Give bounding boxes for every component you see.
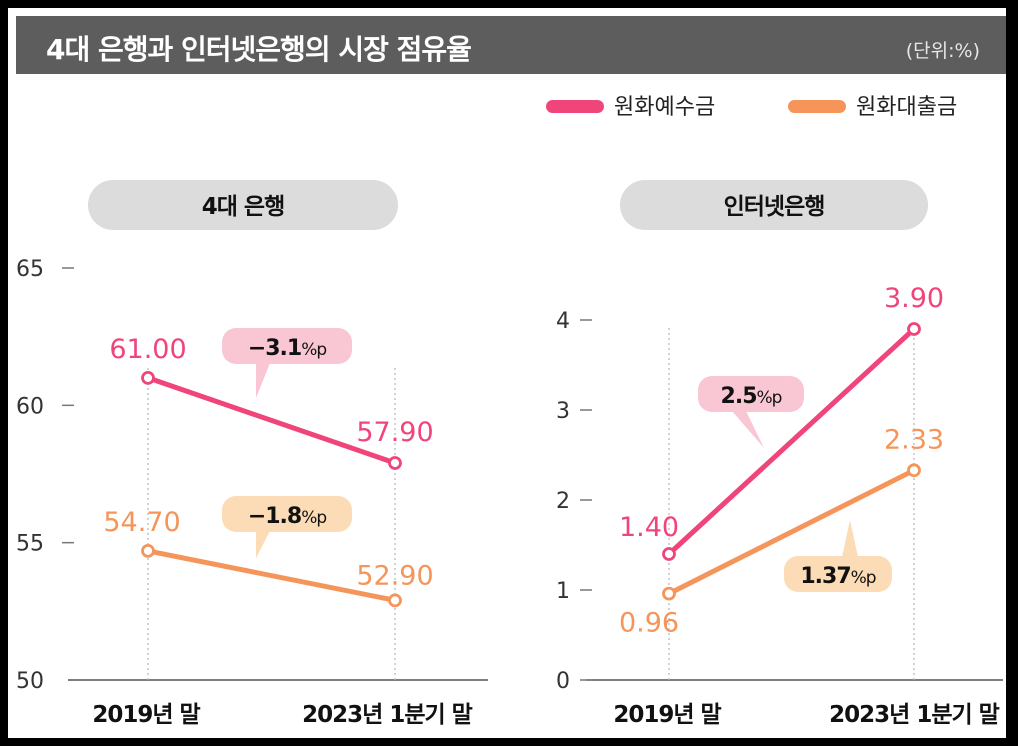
data-label-1-1-1: 2.33 [884,424,944,455]
unit-label: (단위:%) [905,40,980,62]
data-point-0-0-0 [141,370,155,385]
change-pill-1-1 [784,556,892,592]
data-label-0-0-1: 57.90 [356,417,433,448]
change-label-0-1: −1.8%p [248,504,327,529]
x-tick-label-0-0: 2019년 말 [92,702,200,728]
change-unit: %p [757,388,782,408]
series-line-1-0 [666,326,917,557]
change-pill-1-0 [698,376,804,412]
y-tick-label-0-3: 65 [16,257,44,282]
chart-title: 4대 은행과 인터넷은행의 시장 점유율 [46,33,472,66]
y-tick-label-1-2: 2 [556,489,570,514]
change-label-0-0: −3.1%p [248,336,327,361]
change-pill-pointer-1-0 [732,411,764,448]
legend-swatch-0 [546,100,604,113]
chart-canvas: 원화예수금 원화대출금 4대 은행 50 55 60 65 2019년 말 2023년 1분기 … [16,95,1003,728]
change-pill-pointer-0-0 [256,363,270,398]
change-value: 1.37 [800,564,850,589]
data-label-0-1-1: 52.90 [356,560,433,591]
series-line-0-0 [145,375,398,466]
data-point-1-1-0 [662,586,676,601]
change-unit: %p [851,568,876,588]
panel-title-1: 인터넷은행 [724,194,825,220]
legend-label-0: 원화예수금 [614,95,715,120]
legend-label-1: 원화대출금 [856,95,957,120]
data-point-0-1-0 [141,544,155,558]
series-line-0-1 [145,548,398,603]
change-unit: %p [301,340,326,360]
data-label-1-1-0: 0.96 [619,608,679,639]
change-label-1-1: 1.37%p [800,564,875,589]
x-tick-label-0-1: 2023년 1분기 말 [302,702,473,728]
change-pill-pointer-1-1 [842,520,858,557]
y-tick-label-1-3: 3 [556,399,570,424]
y-tick-label-0-0: 50 [16,669,44,694]
series-line-1-1 [666,467,917,597]
data-point-1-1-1 [907,463,921,478]
data-point-0-1-1 [388,593,402,608]
y-tick-label-0-2: 60 [16,394,44,419]
data-label-1-0-0: 1.40 [619,512,679,543]
change-value: 2.5 [721,384,757,409]
change-unit: %p [301,508,326,528]
title-bar: 4대 은행과 인터넷은행의 시장 점유율 (단위:%) [16,16,1006,74]
data-label-1-0-1: 3.90 [884,283,944,314]
panel-title-pill-1 [620,180,928,230]
change-value: −3.1 [248,336,301,361]
x-tick-label-1-1: 2023년 1분기 말 [829,702,1000,728]
change-pill-0-0 [222,328,352,364]
data-label-0-1-0: 54.70 [103,507,180,538]
y-tick-label-1-4: 4 [556,309,570,334]
panel-title-0: 4대 은행 [202,194,285,220]
change-pill-pointer-0-1 [256,531,270,558]
x-tick-label-1-0: 2019년 말 [613,702,721,728]
data-point-1-0-0 [662,547,676,561]
panel-title-pill-0 [88,180,398,230]
y-tick-label-1-1: 1 [556,579,570,604]
change-pill-0-1 [222,496,352,532]
data-point-0-0-1 [388,456,402,470]
chart-frame: 4대 은행과 인터넷은행의 시장 점유율 (단위:%) 원화예수금 원화대출금 4대… [8,8,1006,738]
change-label-1-0: 2.5%p [721,384,782,409]
data-point-1-0-1 [907,322,921,336]
change-value: −1.8 [248,504,301,529]
y-tick-label-0-1: 55 [16,532,44,557]
data-label-0-0-0: 61.00 [109,334,186,365]
legend-swatch-1 [788,100,846,113]
y-tick-label-1-0: 0 [556,669,570,694]
